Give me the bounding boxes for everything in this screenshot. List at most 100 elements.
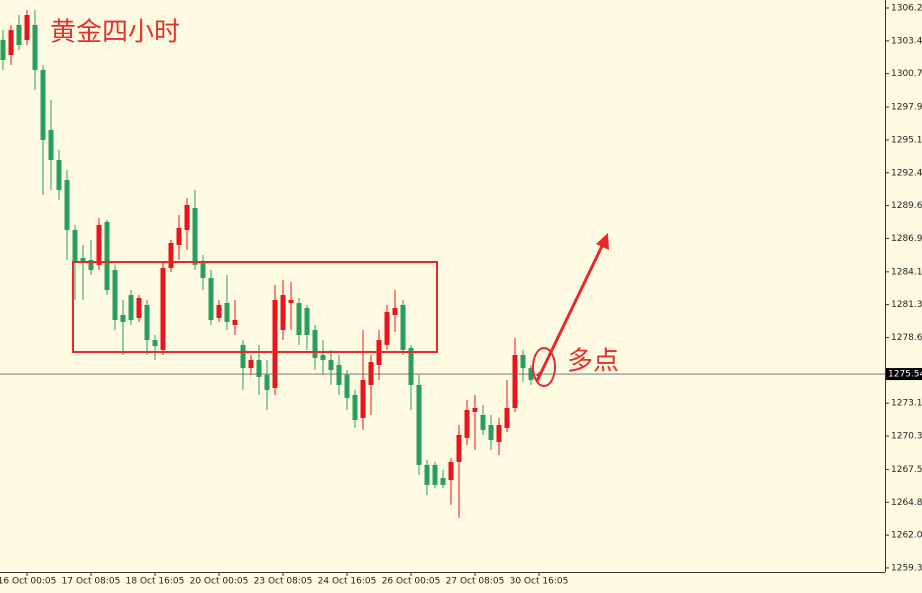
y-tick-label: 1273.10	[891, 399, 922, 409]
candle-body	[64, 179, 70, 230]
candle-body	[344, 374, 350, 398]
candle-body	[304, 308, 310, 336]
circle-marker	[532, 347, 556, 387]
x-tick-label: 16 Oct 00:05	[0, 577, 56, 587]
y-tick-label: 1306.20	[891, 3, 922, 13]
candle-body	[216, 304, 222, 318]
candle-body	[384, 311, 390, 345]
last-price-label: 1275.54	[888, 370, 922, 380]
y-tick-label: 1281.35	[891, 300, 922, 310]
y-tick-label: 1292.40	[891, 168, 922, 178]
candle-body	[328, 359, 334, 370]
candle-body	[440, 477, 446, 485]
candles	[0, 10, 542, 518]
candle-body	[24, 15, 30, 40]
candle-body	[232, 319, 238, 325]
candle-body	[488, 425, 494, 440]
y-tick-label: 1278.60	[891, 333, 922, 343]
candle-body	[320, 354, 326, 360]
candle-body	[184, 204, 190, 230]
candle-body	[224, 303, 230, 322]
candle-body	[120, 314, 126, 322]
candle-body	[128, 295, 134, 320]
candle-body	[200, 263, 206, 278]
candle-body	[8, 29, 14, 56]
candle-body	[424, 464, 430, 485]
arrow-head	[596, 233, 609, 250]
y-tick-label: 1300.70	[891, 69, 922, 79]
candle-body	[264, 374, 270, 390]
candle-body	[464, 409, 470, 438]
candle-body	[448, 461, 454, 480]
candle-body	[352, 394, 358, 421]
y-tick-label: 1303.45	[891, 36, 922, 46]
candle-body	[0, 39, 6, 60]
candle-body	[296, 303, 302, 336]
range-box	[72, 261, 438, 353]
x-tick-label: 24 Oct 16:05	[318, 577, 377, 587]
candle-body	[472, 407, 478, 412]
candle-body	[432, 464, 438, 485]
candle-body	[192, 207, 198, 265]
chart-title: 黄金四小时	[50, 18, 180, 48]
candle-body	[392, 308, 398, 315]
candle-body	[496, 425, 502, 442]
y-tick-label: 1289.65	[891, 201, 922, 211]
x-tick-label: 27 Oct 08:05	[446, 577, 505, 587]
y-tick-label: 1286.90	[891, 234, 922, 244]
candle-body	[80, 258, 86, 262]
y-tick-label: 1262.05	[891, 531, 922, 541]
y-tick-label: 1297.90	[891, 103, 922, 113]
x-tick-label: 30 Oct 16:05	[510, 577, 569, 587]
x-tick-label: 26 Oct 00:05	[382, 577, 441, 587]
candle-body	[256, 359, 262, 377]
candle-body	[288, 299, 294, 304]
candle-body	[152, 340, 158, 346]
x-tick-label: 17 Oct 08:05	[62, 577, 121, 587]
last-price-box	[886, 368, 922, 381]
candle-body	[112, 269, 118, 320]
candle-body	[512, 354, 518, 408]
y-tick-label: 1264.80	[891, 498, 922, 508]
x-tick-label: 23 Oct 08:05	[254, 577, 313, 587]
candle-body	[168, 242, 174, 269]
candle-body	[160, 268, 166, 350]
candle-body	[88, 259, 94, 270]
candle-body	[312, 329, 318, 358]
candle-body	[104, 221, 110, 290]
candle-body	[32, 24, 38, 70]
candle-body	[240, 344, 246, 368]
candle-body	[400, 304, 406, 350]
candle-body	[136, 297, 142, 318]
x-tick-label: 18 Oct 16:05	[126, 577, 185, 587]
candle-body	[176, 227, 182, 245]
candle-body	[16, 24, 22, 46]
candle-body	[456, 434, 462, 462]
candle-body	[408, 347, 414, 385]
x-tick-label: 20 Oct 00:05	[190, 577, 249, 587]
annotation: 多点	[567, 347, 619, 377]
candle-body	[280, 295, 286, 330]
candle-body	[504, 407, 510, 429]
candle-body	[416, 384, 422, 465]
y-tick-label: 1284.10	[891, 267, 922, 277]
candle-body	[96, 224, 102, 265]
candle-body	[272, 299, 278, 388]
candle-body	[480, 415, 486, 430]
arrow-shaft	[535, 243, 605, 382]
candle-body	[56, 159, 62, 190]
candle-body	[520, 354, 526, 368]
candle-body	[72, 229, 78, 262]
y-tick-label: 1259.30	[891, 563, 922, 573]
candle-body	[368, 361, 374, 385]
y-tick-label: 1267.55	[891, 465, 922, 475]
candle-body	[48, 130, 54, 160]
y-tick-label: 1295.15	[891, 135, 922, 145]
candle-body	[208, 277, 214, 320]
candle-body	[360, 379, 366, 418]
candle-body	[144, 304, 150, 341]
y-tick-label: 1270.35	[891, 432, 922, 442]
